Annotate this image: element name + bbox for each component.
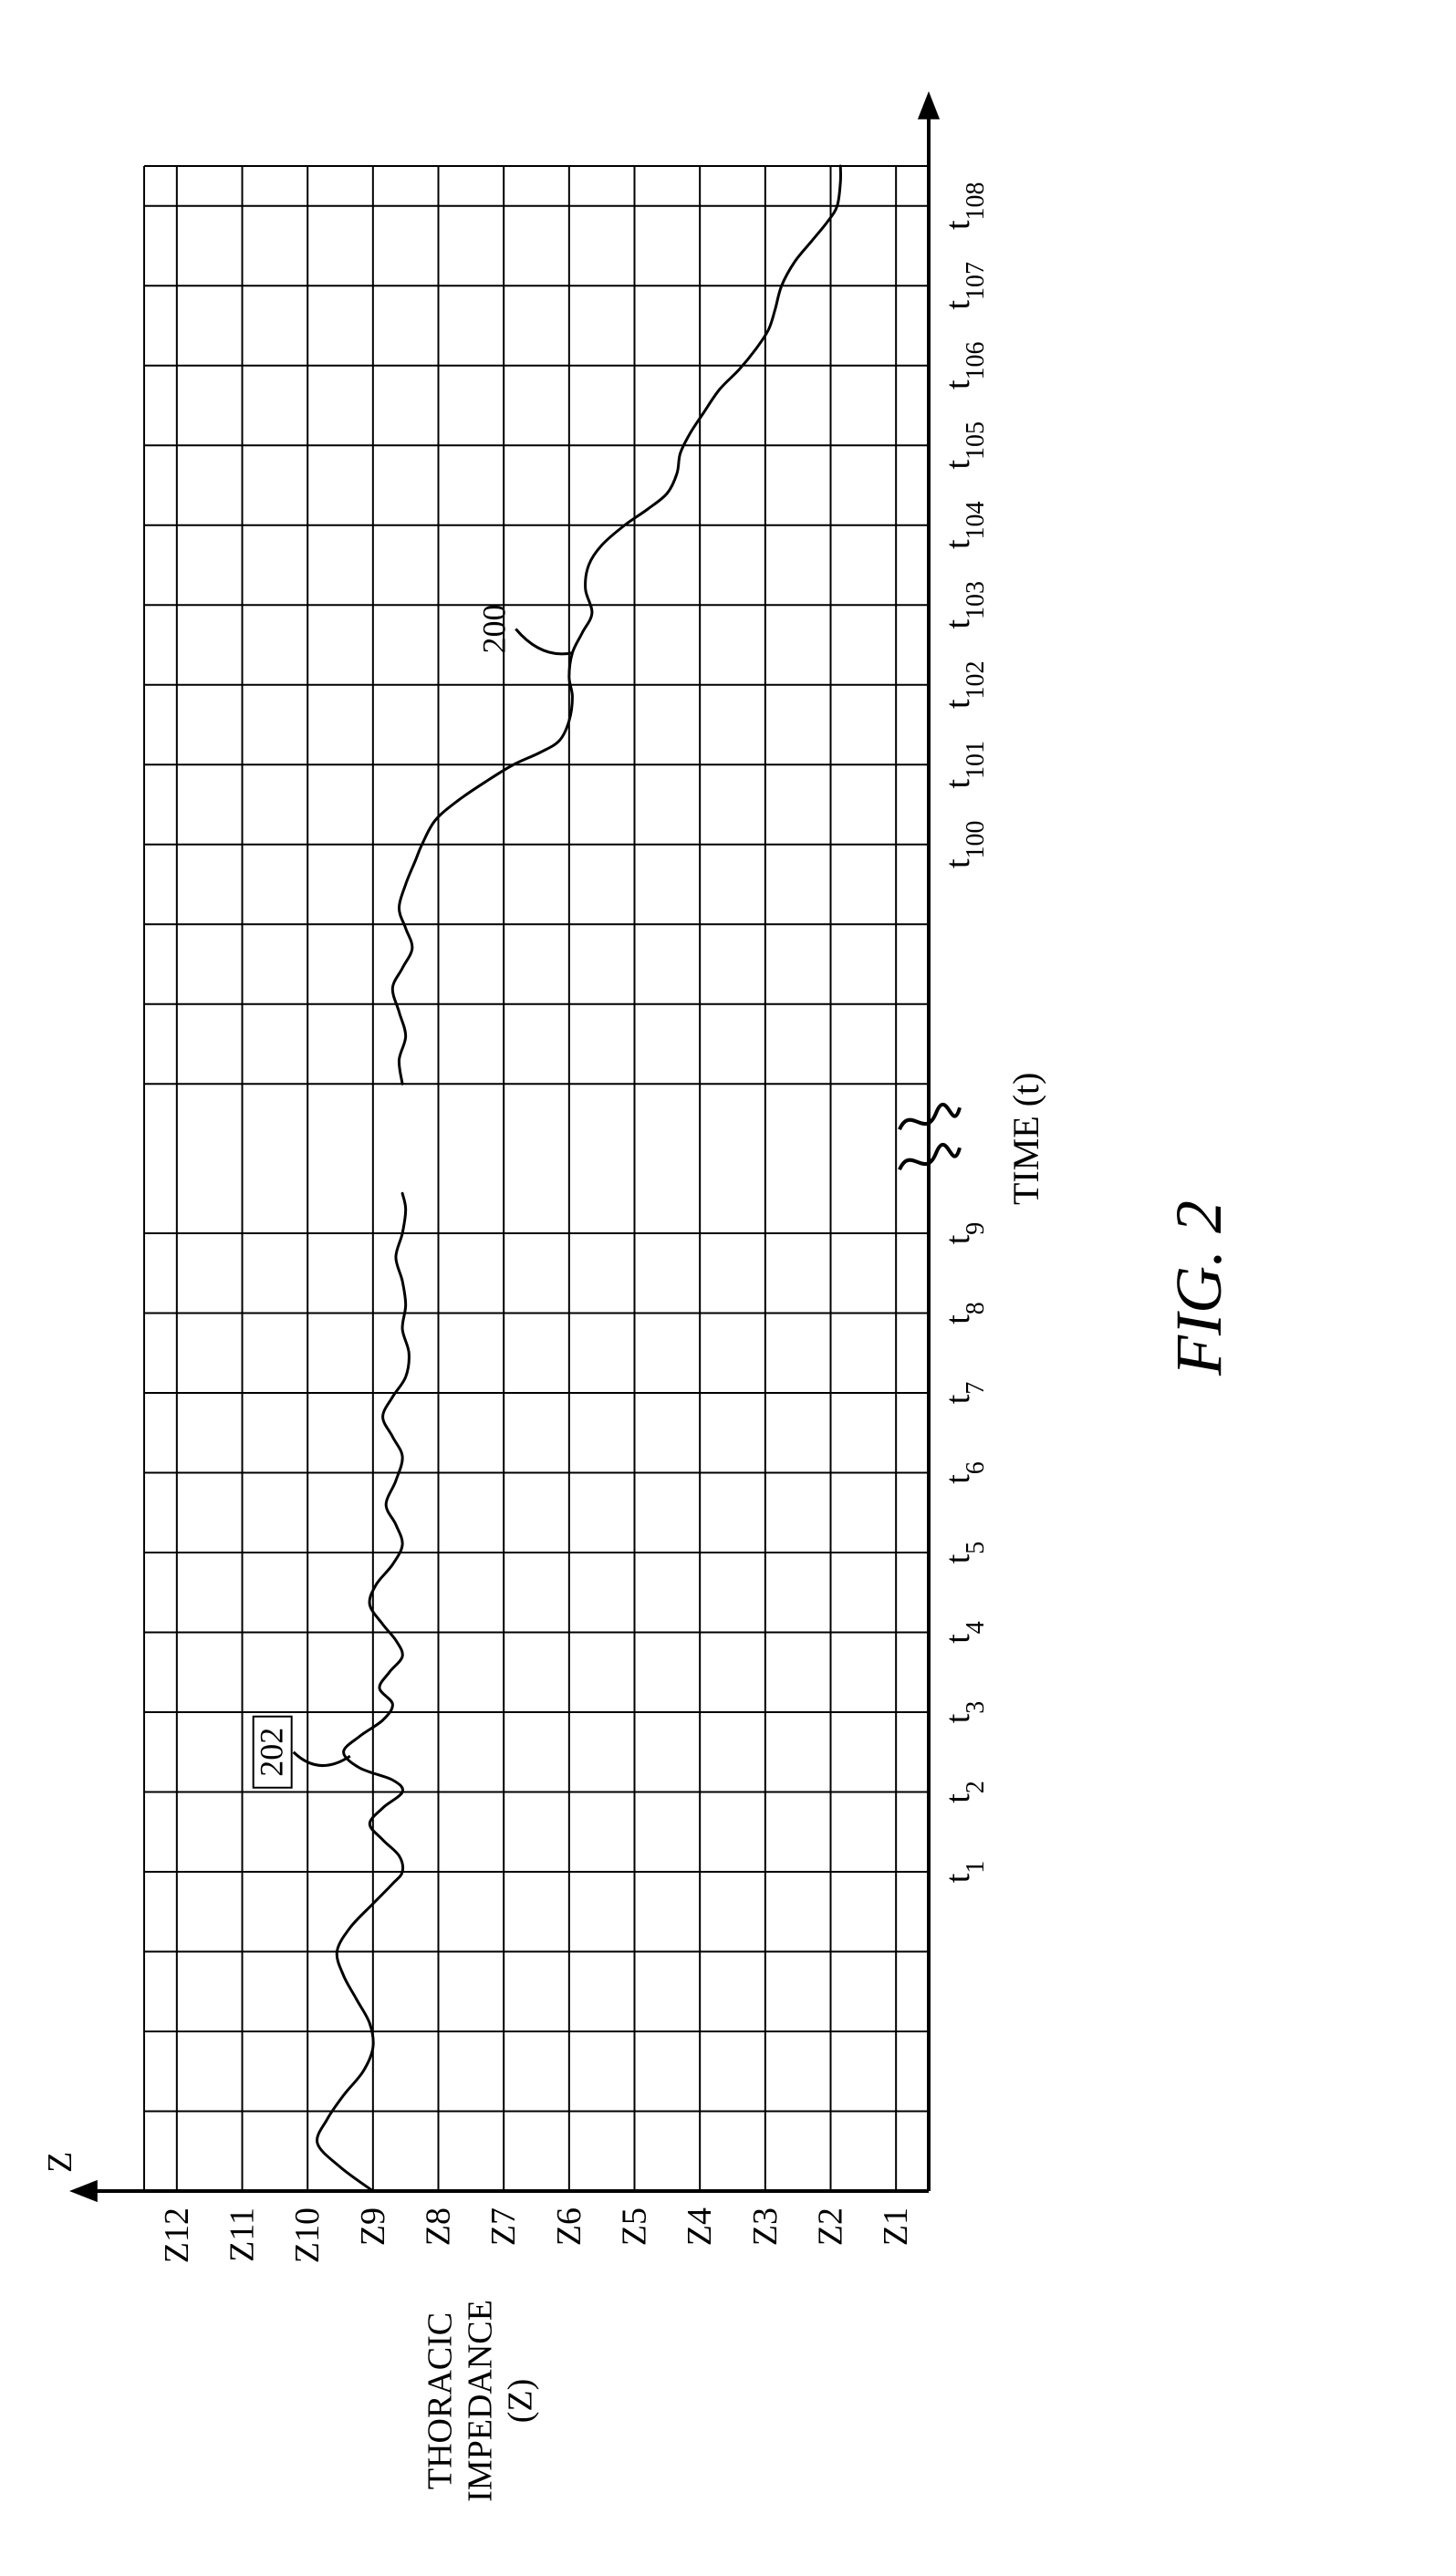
x-tick-label: t107 — [939, 262, 990, 310]
x-tick-label: t4 — [939, 1621, 990, 1644]
y-tick-label: Z1 — [877, 2207, 915, 2246]
x-axis-title: TIME (t) — [1005, 1072, 1046, 1205]
y-tick-label: Z8 — [420, 2207, 458, 2246]
chart-container: Z Z1 Z2 Z3 Z4 Z5 Z6 Z7 Z8 Z9 Z10 Z11 Z12 t1 t2 t3 t4 t5 t6… — [35, 57, 1421, 2519]
x-tick-label: t101 — [939, 741, 990, 789]
x-tick-label: t5 — [939, 1542, 990, 1564]
x-tick-label: t9 — [939, 1222, 990, 1245]
x-tick-label: t3 — [939, 1701, 990, 1724]
y-axis-title-line: (Z) — [502, 2379, 540, 2424]
y-tick-label: Z12 — [158, 2207, 196, 2263]
y-tick-label: Z11 — [224, 2207, 262, 2262]
x-tick-label: t106 — [939, 341, 990, 390]
x-tick-label: t7 — [939, 1382, 990, 1405]
x-tick-label: t104 — [939, 501, 990, 549]
x-tick-label: t108 — [939, 182, 990, 230]
y-axis-title-line: IMPEDANCE — [462, 2300, 500, 2502]
y-tick-label: Z6 — [550, 2207, 588, 2246]
annotation-label: 200 — [475, 605, 512, 654]
x-tick-label: t102 — [939, 660, 990, 709]
impedance-trace-seg2 — [392, 166, 840, 1084]
y-tick-label: Z7 — [484, 2207, 523, 2246]
x-tick-label: t100 — [939, 820, 990, 868]
y-tick-label: Z4 — [681, 2207, 719, 2246]
x-tick-label: t103 — [939, 581, 990, 629]
annotation-leader — [294, 1752, 350, 1766]
x-tick-label: t8 — [939, 1302, 990, 1324]
x-tick-label: t2 — [939, 1781, 990, 1803]
y-tick-label: Z3 — [746, 2207, 785, 2246]
y-tick-label: Z5 — [616, 2207, 654, 2246]
y-axis-arrowhead-icon — [69, 2180, 98, 2202]
impedance-trace-seg1 — [317, 1193, 409, 2191]
thoracic-impedance-chart: Z Z1 Z2 Z3 Z4 Z5 Z6 Z7 Z8 Z9 Z10 Z11 Z12 t1 t2 t3 t4 t5 t6… — [35, 57, 1421, 2519]
y-axis-title-line: THORACIC — [421, 2312, 460, 2489]
x-tick-label: t105 — [939, 421, 990, 470]
y-tick-label: Z10 — [288, 2207, 327, 2263]
y-axis-top-label: Z — [41, 2152, 79, 2173]
x-tick-label: t6 — [939, 1461, 990, 1484]
x-axis-arrowhead-icon — [918, 91, 940, 119]
figure-caption: FIG. 2 — [1162, 1200, 1235, 1376]
y-tick-label: Z2 — [812, 2207, 850, 2246]
annotation-label: 202 — [254, 1728, 290, 1777]
y-tick-label: Z9 — [354, 2207, 392, 2246]
annotation-leader — [515, 629, 572, 654]
x-tick-label: t1 — [939, 1861, 990, 1884]
